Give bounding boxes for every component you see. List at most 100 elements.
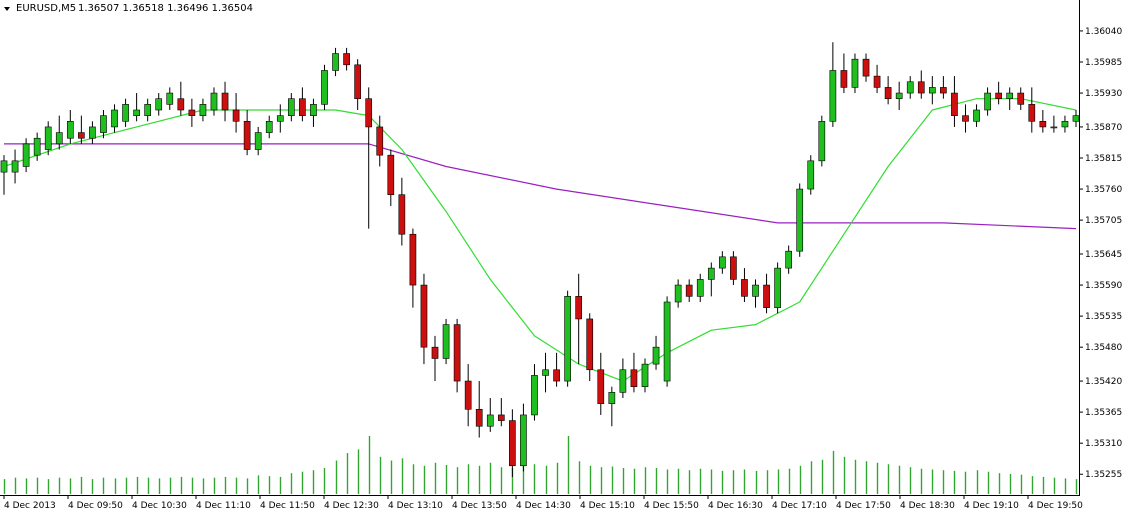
candle [66, 110, 74, 144]
candle-body [332, 53, 339, 71]
candle [288, 93, 295, 122]
candle [78, 115, 85, 144]
candle [652, 335, 660, 370]
candle [221, 81, 229, 122]
price-tick-label: 1.36040 [1085, 27, 1122, 37]
candle [995, 81, 1002, 105]
candle-body [906, 81, 914, 94]
candle-body [763, 284, 770, 308]
candle [630, 352, 638, 393]
candle [752, 279, 759, 308]
candle [442, 318, 450, 365]
candle [895, 81, 903, 110]
candle [89, 121, 96, 144]
candle-body [453, 324, 461, 382]
candle-body [685, 284, 693, 297]
candle-body [475, 408, 483, 427]
candle [763, 273, 770, 314]
candle [685, 279, 693, 302]
candle [332, 47, 339, 77]
time-tick-label: 4 Dec 16:30 [708, 501, 763, 511]
candle-body [873, 75, 881, 88]
candle-body [928, 87, 936, 94]
time-tick-label: 4 Dec 11:50 [260, 501, 315, 511]
candle-body [221, 92, 229, 111]
time-tick-label: 4 Dec 18:30 [900, 501, 955, 511]
candle [774, 262, 781, 314]
candle [940, 76, 947, 99]
candle-body [354, 64, 361, 100]
candle [509, 409, 516, 478]
candle-body [243, 120, 251, 150]
candle [188, 98, 196, 127]
candle-body [420, 284, 428, 348]
price-tick-label: 1.35815 [1085, 154, 1122, 164]
candle [1050, 115, 1058, 133]
candle [851, 53, 859, 94]
candle [155, 93, 163, 116]
candle-body [11, 160, 19, 173]
candle-body [497, 414, 505, 421]
time-tick-label: 4 Dec 09:50 [68, 501, 123, 511]
candle-body [586, 318, 594, 371]
candle-body [155, 98, 163, 111]
candle [1072, 110, 1080, 127]
candle [840, 53, 848, 94]
candle-body [917, 81, 925, 94]
candle [951, 76, 958, 127]
candle-body [542, 369, 549, 376]
candle [210, 87, 218, 116]
candle [133, 93, 140, 122]
candle [1039, 110, 1047, 133]
candle [276, 104, 284, 133]
candle-body [597, 369, 605, 404]
candle [310, 98, 317, 127]
price-tick-label: 1.35760 [1085, 185, 1122, 195]
candle [597, 352, 605, 415]
candle [542, 352, 549, 393]
candle-body [299, 98, 306, 116]
candle-body [652, 346, 660, 365]
candle-body [973, 109, 980, 122]
candle [409, 228, 417, 308]
candle [873, 64, 881, 94]
candle-body [55, 132, 63, 145]
candle-body [122, 104, 129, 122]
candle-body [785, 250, 792, 269]
candle [531, 364, 538, 421]
time-tick-label: 4 Dec 11:10 [196, 501, 251, 511]
candle [33, 132, 41, 161]
candle-body [1006, 92, 1014, 100]
price-tick-label: 1.35590 [1085, 281, 1122, 291]
candle [696, 273, 704, 302]
price-tick-label: 1.35310 [1085, 439, 1122, 449]
candle [984, 87, 991, 116]
candle-body [210, 92, 218, 111]
candle-body [133, 109, 140, 116]
candle-body [1050, 126, 1058, 129]
candle [354, 59, 361, 110]
candle [829, 42, 837, 127]
candle-body [431, 346, 439, 359]
candle [730, 251, 737, 286]
price-tick-label: 1.35420 [1085, 377, 1122, 387]
candle [321, 64, 328, 110]
candle-body [608, 392, 616, 404]
time-tick-label: 4 Dec 19:50 [1028, 501, 1083, 511]
time-tick-label: 4 Dec 13:50 [452, 501, 507, 511]
candle-body [774, 267, 781, 308]
price-tick-label: 1.35255 [1085, 470, 1122, 480]
candle-body [984, 92, 991, 111]
candle-body [442, 324, 450, 359]
candle-body [674, 284, 682, 303]
candle [818, 115, 826, 167]
dropdown-arrow-icon[interactable] [4, 7, 10, 11]
candle [641, 358, 649, 393]
candle-body [741, 279, 748, 297]
candle [486, 398, 494, 432]
time-tick-label: 4 Dec 14:30 [516, 501, 571, 511]
candle [431, 335, 439, 382]
price-tick-label: 1.35365 [1085, 408, 1122, 418]
candle [862, 53, 870, 82]
